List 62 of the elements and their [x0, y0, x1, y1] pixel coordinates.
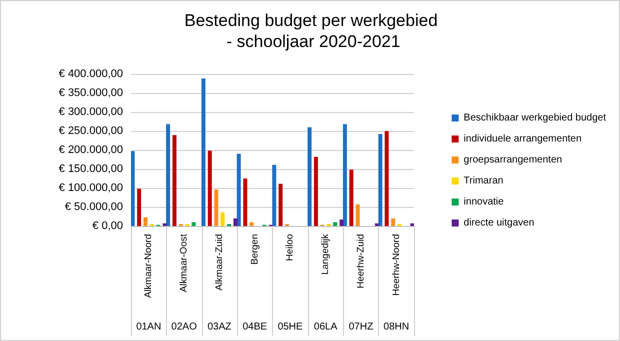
legend-label: groepsarrangementen [464, 154, 562, 166]
y-tick-label: € 100.000,00 [58, 182, 123, 194]
bar [391, 218, 396, 226]
text: 05HE [278, 322, 304, 332]
y-tick-label: € 150.000,00 [58, 163, 123, 175]
bar [214, 190, 218, 226]
bar [201, 78, 206, 226]
bar [131, 151, 135, 226]
bar [308, 127, 312, 226]
bar [250, 222, 254, 226]
text: 03AZ [207, 322, 232, 332]
legend-label: directe uitgaven [464, 218, 534, 228]
bar [278, 184, 283, 226]
bar [333, 222, 338, 226]
bar [143, 217, 148, 226]
bar [314, 156, 318, 226]
y-tick-label: € 200.000,00 [58, 144, 123, 156]
chart-title: Besteding budget per werkgebied [184, 11, 438, 30]
x-tick-label: Heerhw-Noord [390, 234, 402, 296]
text: 06LA [314, 322, 338, 332]
bar [166, 124, 170, 226]
text: 04BE [242, 322, 268, 332]
x-tick-label: Alkmaar-Noord [143, 234, 154, 298]
y-tick-label: € 250.000,00 [58, 125, 123, 137]
y-tick-label: € 0,00 [92, 220, 123, 232]
bar [137, 188, 142, 226]
bar [272, 164, 276, 226]
bar [342, 124, 347, 226]
bar [384, 131, 389, 226]
bar [162, 223, 167, 226]
bar [220, 212, 225, 226]
text: 01AN [136, 322, 162, 332]
text: 07HZ [348, 322, 374, 332]
bar [236, 154, 241, 226]
legend-label: innovatie [464, 196, 504, 208]
legend-label: Trimaran [464, 176, 504, 186]
x-tick-label: Heiloo [284, 234, 296, 261]
x-tick-label: Bergen [249, 234, 260, 265]
text: 02AO [171, 322, 198, 332]
bar [192, 222, 196, 226]
bar [243, 178, 248, 226]
legend-label: individuele arrangementen [464, 134, 582, 144]
y-tick-label: € 300.000,00 [58, 106, 123, 118]
bar [374, 223, 379, 226]
bar [410, 223, 414, 226]
x-tick-label: Langedijk [320, 234, 332, 275]
chart-subtitle: - schooljaar 2020-2021 [222, 32, 400, 51]
bar [172, 135, 176, 226]
y-tick-label: € 400.000,00 [58, 68, 123, 80]
bar [233, 218, 238, 226]
bar [349, 170, 354, 226]
x-tick-label: Alkmaar-Oost [178, 234, 190, 292]
y-tick-label: € 350.000,00 [58, 87, 123, 99]
bar [378, 134, 382, 226]
x-tick-label: Heerhw-Zuid [355, 234, 366, 288]
legend-label: Beschikbaar werkgebied budget [464, 112, 606, 124]
y-tick-label: € 50.000,00 [64, 201, 123, 213]
x-tick-label: Alkmaar-Zuid [214, 234, 225, 290]
bar [340, 220, 344, 226]
bar [208, 150, 212, 226]
bar [356, 204, 360, 226]
text: 08HN [384, 322, 410, 332]
